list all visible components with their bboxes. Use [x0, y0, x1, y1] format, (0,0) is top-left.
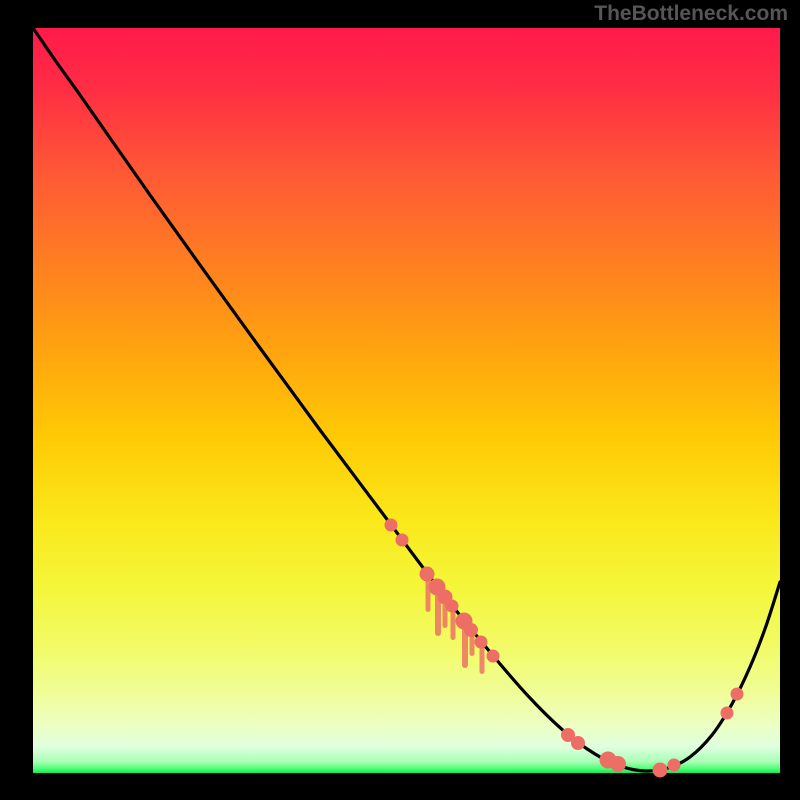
- data-marker: [721, 707, 734, 720]
- data-marker: [446, 600, 459, 613]
- bottleneck-chart: [0, 0, 800, 800]
- data-marker: [464, 623, 478, 637]
- data-marker: [668, 759, 681, 772]
- source-watermark: TheBottleneck.com: [594, 2, 788, 26]
- data-marker: [571, 736, 585, 750]
- data-marker: [420, 567, 435, 582]
- data-marker: [487, 650, 500, 663]
- data-marker: [610, 756, 626, 772]
- plot-background: [33, 28, 780, 773]
- data-marker: [731, 688, 744, 701]
- data-marker: [653, 763, 668, 778]
- data-marker: [385, 519, 398, 532]
- data-marker: [475, 636, 488, 649]
- data-marker: [396, 534, 409, 547]
